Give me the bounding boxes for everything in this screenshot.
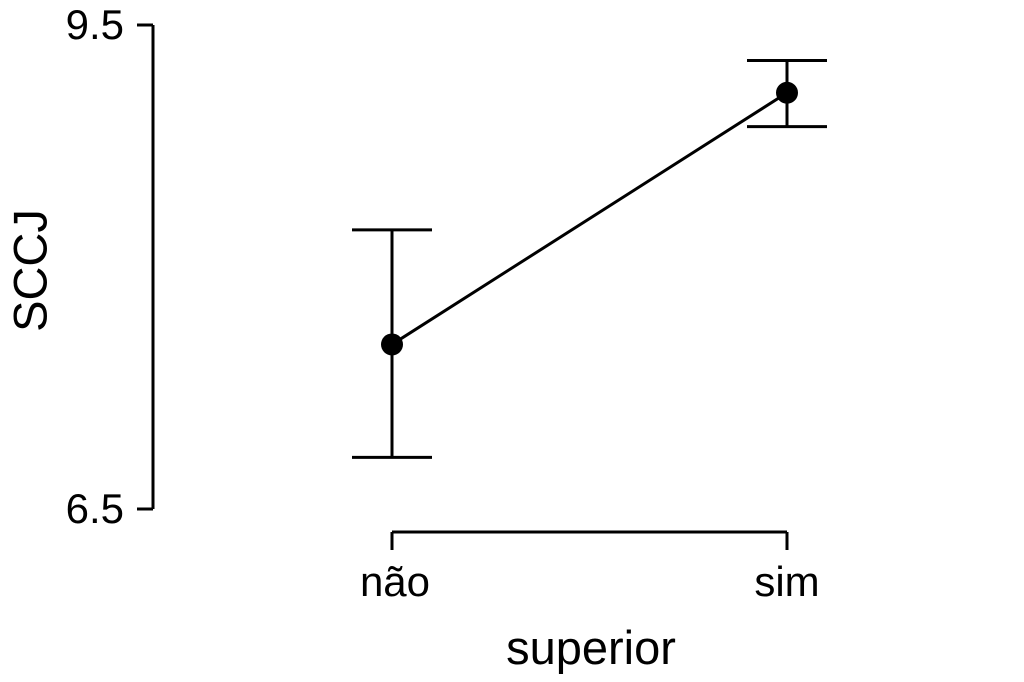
x-tick-label-nao: não: [359, 558, 431, 605]
y-tick-label-bottom: 6.5: [65, 485, 124, 532]
y-tick-label-top: 9.5: [65, 1, 124, 48]
x-tick-label-sim: sim: [754, 558, 820, 605]
y-axis-title: SCCJ: [3, 209, 57, 332]
mean-line-series-0: [390, 91, 789, 346]
mean-point-não: [381, 333, 403, 356]
x-axis-title: superior: [506, 621, 676, 674]
mean-point-sim: [776, 81, 798, 104]
